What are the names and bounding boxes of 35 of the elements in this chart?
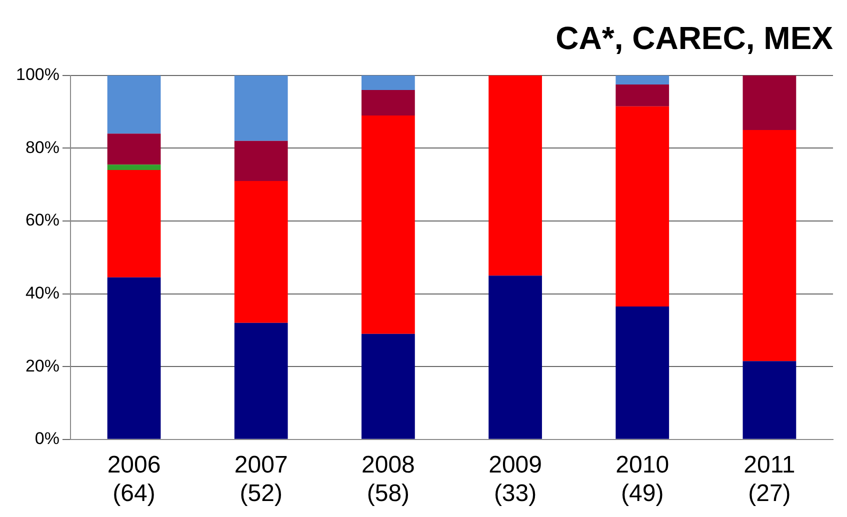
- bar: [234, 75, 288, 141]
- x-tick-label: 2008 (58): [362, 451, 415, 508]
- bar: [616, 84, 670, 106]
- bar: [488, 75, 542, 276]
- x-tick-label: 2011 (27): [744, 451, 796, 508]
- bar: [742, 75, 796, 130]
- bar: [616, 75, 670, 84]
- y-tick-label: 0%: [34, 429, 60, 448]
- x-tick-label: 2006 (64): [107, 451, 161, 508]
- bar: [362, 334, 415, 439]
- bar: [234, 322, 288, 439]
- x-tick-label: 2007 (52): [234, 451, 288, 508]
- bar: [107, 164, 161, 170]
- y-tick-label: 100%: [16, 65, 60, 84]
- bar: [107, 277, 161, 439]
- bar: [362, 115, 415, 334]
- bar: [107, 134, 161, 165]
- bar: [488, 276, 542, 439]
- bar: [107, 170, 161, 278]
- y-tick-label: 80%: [25, 138, 60, 157]
- y-tick-label: 60%: [25, 210, 60, 230]
- bar: [616, 306, 670, 439]
- y-tick-label: 20%: [25, 356, 60, 376]
- x-tick-label: 2010 (49): [616, 451, 670, 508]
- bar: [742, 130, 796, 362]
- bar: [742, 361, 796, 439]
- bar: [616, 106, 670, 307]
- bar: [234, 140, 288, 181]
- bar: [362, 90, 415, 116]
- bar: [362, 75, 415, 90]
- chart-title: CA*, CAREC, MEX: [556, 20, 834, 56]
- x-tick-label: 2009 (33): [488, 451, 542, 508]
- bar: [234, 180, 288, 323]
- y-tick-label: 40%: [25, 283, 60, 302]
- bar: [107, 75, 161, 134]
